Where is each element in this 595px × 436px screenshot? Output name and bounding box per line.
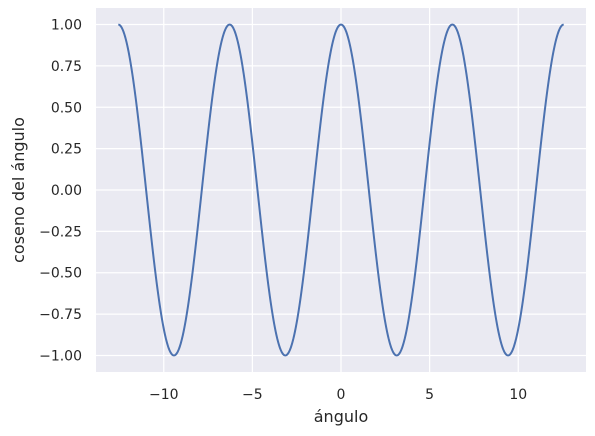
y-tick-label: −1.00 — [39, 348, 82, 364]
y-tick-label: 0.50 — [51, 100, 82, 116]
x-tick-label: −10 — [149, 387, 179, 403]
x-axis-label: ángulo — [314, 407, 368, 426]
y-tick-label: 0.00 — [51, 183, 82, 199]
x-tick-label: 5 — [425, 387, 434, 403]
series-layer — [118, 23, 564, 357]
y-tick-label: −0.50 — [39, 266, 82, 282]
grid-layer — [96, 8, 586, 372]
y-tick-label: −0.75 — [39, 307, 82, 323]
x-tick-label: 10 — [509, 387, 527, 403]
y-tick-labels: 1.00 0.75 0.50 0.25 0.00 −0.25 −0.50 −0.75 −1.00 — [39, 18, 82, 365]
x-tick-label: −5 — [242, 387, 263, 403]
y-axis-label: coseno del ángulo — [9, 117, 28, 263]
y-tick-label: −0.25 — [39, 224, 82, 240]
y-tick-label: 1.00 — [51, 18, 82, 34]
x-tick-labels: −10 −5 0 5 10 — [149, 387, 527, 403]
x-tick-label: 0 — [337, 387, 346, 403]
y-tick-label: 0.75 — [51, 59, 82, 75]
cosine-line — [118, 23, 564, 357]
y-tick-label: 0.25 — [51, 142, 82, 158]
